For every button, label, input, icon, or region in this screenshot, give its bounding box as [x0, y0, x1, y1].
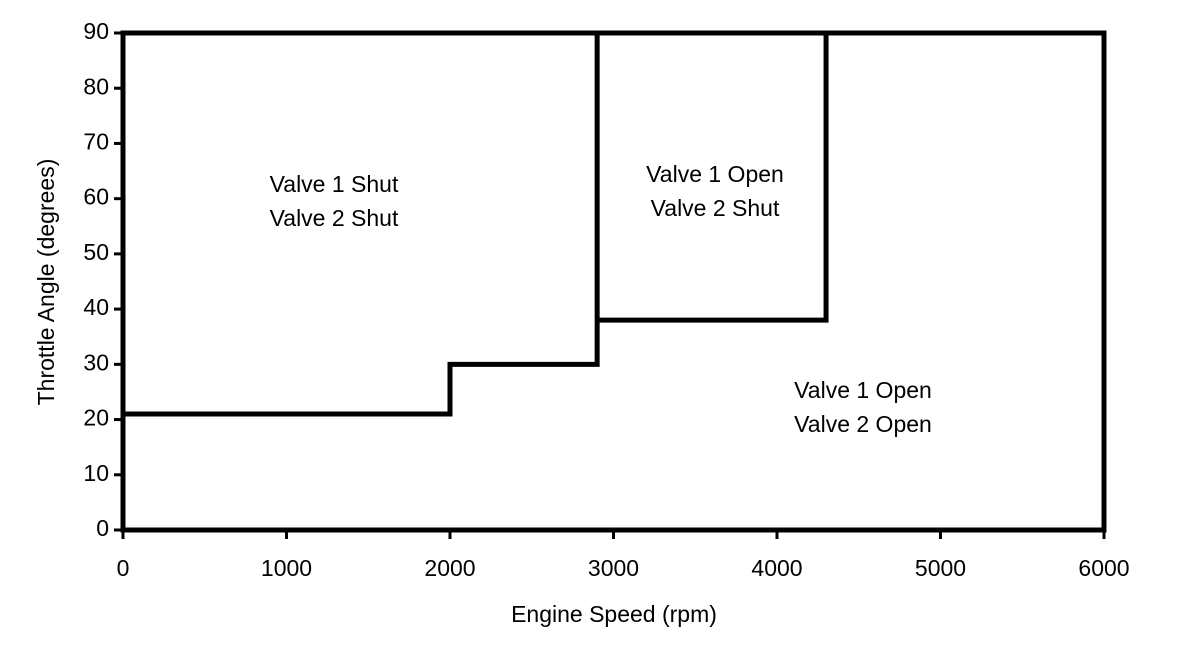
y-tick-label: 50 — [83, 239, 109, 265]
x-tick-label: 6000 — [1078, 555, 1129, 581]
x-tick-label: 5000 — [915, 555, 966, 581]
region-label: Valve 2 Shut — [270, 205, 399, 231]
region-label: Valve 1 Open — [646, 161, 784, 187]
y-tick-label: 90 — [83, 18, 109, 44]
boundary-line — [597, 33, 829, 323]
region-label: Valve 1 Shut — [270, 171, 399, 197]
region-label: Valve 2 Open — [794, 411, 932, 437]
x-tick-label: 0 — [117, 555, 130, 581]
y-axis-label: Throttle Angle (degrees) — [33, 159, 59, 406]
boundary-line — [123, 33, 600, 417]
x-tick-label: 2000 — [424, 555, 475, 581]
y-tick-label: 40 — [83, 294, 109, 320]
region-label: Valve 2 Shut — [651, 195, 780, 221]
y-tick-label: 20 — [83, 405, 109, 431]
x-axis-label: Engine Speed (rpm) — [511, 601, 717, 627]
plot-frame — [120, 30, 1107, 533]
y-tick-label: 10 — [83, 460, 109, 486]
x-tick-label: 1000 — [261, 555, 312, 581]
x-tick-label: 3000 — [588, 555, 639, 581]
y-tick-label: 30 — [83, 349, 109, 375]
y-tick-label: 70 — [83, 129, 109, 155]
y-tick-label: 60 — [83, 184, 109, 210]
x-tick-label: 4000 — [751, 555, 802, 581]
y-tick-label: 0 — [96, 515, 109, 541]
y-tick-label: 80 — [83, 73, 109, 99]
region-label: Valve 1 Open — [794, 377, 932, 403]
